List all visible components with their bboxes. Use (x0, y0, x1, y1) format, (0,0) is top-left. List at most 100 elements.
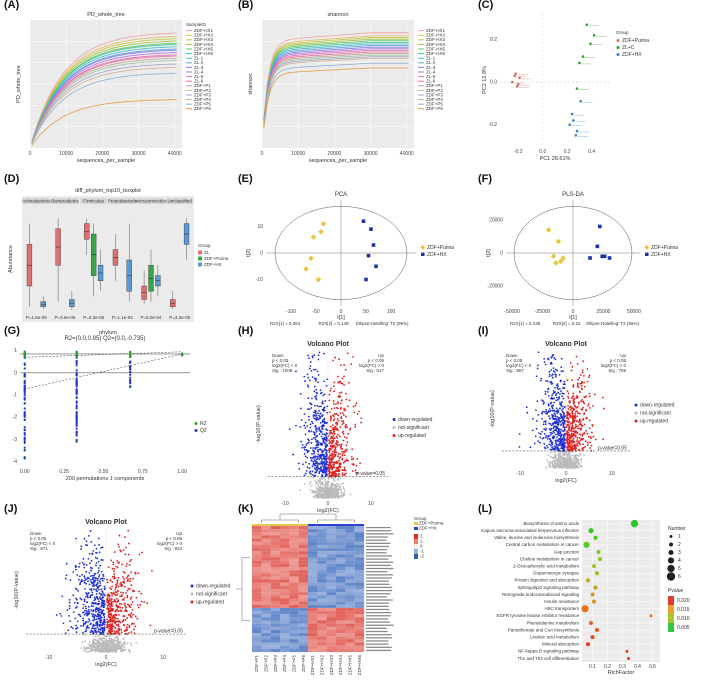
heatmap-cell (289, 576, 299, 580)
point-up-regulated (572, 437, 575, 440)
point-down-regulated (301, 446, 303, 449)
point-not-significant (111, 650, 114, 653)
down-summary: Down (506, 353, 518, 358)
point-down-regulated (101, 579, 104, 582)
point-down-regulated (304, 461, 307, 464)
heatmap-cell (345, 541, 355, 545)
point-down-regulated (308, 467, 311, 470)
point-down-regulated (551, 373, 554, 376)
point-down-regulated (89, 595, 92, 598)
point-down-regulated (310, 430, 313, 433)
point-down-regulated (314, 462, 317, 465)
point-up-regulated (332, 474, 335, 477)
point-up-regulated (595, 438, 597, 441)
point-down-regulated (73, 601, 76, 604)
point-not-significant (117, 639, 120, 641)
point-down-regulated (307, 438, 309, 441)
point-up-regulated (108, 602, 111, 605)
point-up-regulated (575, 406, 578, 409)
point-up-regulated (581, 371, 584, 374)
point-up-regulated (341, 423, 344, 426)
point-not-significant (321, 488, 324, 490)
point-down-regulated (95, 561, 98, 564)
point-down-regulated (546, 357, 549, 360)
series-line (263, 53, 409, 125)
heatmap-cell (298, 579, 309, 583)
point-not-significant (570, 462, 573, 465)
point-down-regulated (308, 367, 311, 370)
point-up-regulated (350, 363, 353, 365)
point-not-significant (107, 643, 110, 646)
point-down-regulated (557, 443, 560, 446)
panel-B: 0 10000 20000 30000 40000shannonsequences_pe… (248, 12, 445, 164)
point-down-regulated (547, 395, 550, 397)
point-up-regulated (577, 386, 580, 389)
point-not-significant (331, 486, 334, 489)
point-down-regulated (93, 624, 96, 627)
point-down-regulated (557, 423, 560, 426)
heatmap-cell (326, 585, 337, 590)
point-up-regulated (122, 615, 125, 617)
point-down-regulated (537, 440, 540, 443)
point-up-regulated (108, 623, 111, 626)
heatmap-cell (270, 538, 281, 542)
point-down-regulated (305, 469, 308, 472)
point-down-regulated (561, 437, 564, 440)
group-bar-cell (354, 524, 364, 526)
point-down-regulated (561, 419, 563, 422)
column-dendrogram (261, 519, 355, 523)
legend-item: ZDF-HX3 (194, 37, 213, 42)
point-not-significant (312, 495, 315, 498)
point-down-regulated (553, 421, 556, 423)
point-up-regulated (573, 417, 576, 420)
point-not-significant (335, 489, 338, 492)
heatmap-cell (345, 576, 355, 580)
point-not-significant (90, 649, 93, 652)
footer-r2x2: R2X[2] = 0.149 (319, 321, 350, 326)
q2-point (23, 418, 26, 421)
point-down-regulated (82, 623, 85, 626)
point-down-regulated (550, 356, 553, 359)
data-point (518, 76, 521, 80)
point-up-regulated (356, 457, 359, 460)
point-down-regulated (318, 409, 320, 412)
heatmap-cell (252, 535, 262, 539)
point-not-significant (564, 453, 566, 456)
heatmap-cell (326, 570, 337, 574)
point-down-regulated (315, 458, 318, 461)
point-up-regulated (122, 549, 125, 551)
heatmap-cell (354, 557, 365, 561)
point-down-regulated (99, 564, 102, 567)
point-down-regulated (319, 389, 322, 392)
data-point (308, 255, 314, 262)
heatmap-cell (270, 582, 281, 586)
point-down-regulated (560, 429, 563, 431)
point-up-regulated (578, 402, 580, 405)
point-up-regulated (113, 593, 116, 595)
point-down-regulated (311, 356, 314, 359)
p-value-label: P=1.6e-05 (26, 315, 47, 320)
point-not-significant (563, 457, 566, 460)
point-down-regulated (559, 437, 562, 440)
point-not-significant (100, 649, 103, 652)
point-up-regulated (352, 355, 354, 358)
point-not-significant (323, 476, 326, 479)
x-tick-label: 0 (29, 151, 32, 157)
heatmap-cell (261, 579, 271, 583)
point-up-regulated (121, 584, 124, 587)
point-up-regulated (601, 396, 604, 399)
group-bar-cell (270, 524, 280, 526)
point-down-regulated (314, 379, 317, 382)
panel-label-A: (A) (4, 0, 20, 11)
point-not-significant (123, 644, 126, 647)
facet-strip (166, 198, 193, 204)
point-up-regulated (353, 411, 356, 414)
point-up-regulated (331, 470, 334, 473)
up-summary: p < 0.05 (610, 358, 627, 363)
point-down-regulated (72, 611, 75, 613)
legend-item: R2 (200, 421, 207, 427)
point-up-regulated (124, 546, 127, 549)
point-down-regulated (305, 444, 308, 446)
point-down-regulated (80, 545, 83, 548)
